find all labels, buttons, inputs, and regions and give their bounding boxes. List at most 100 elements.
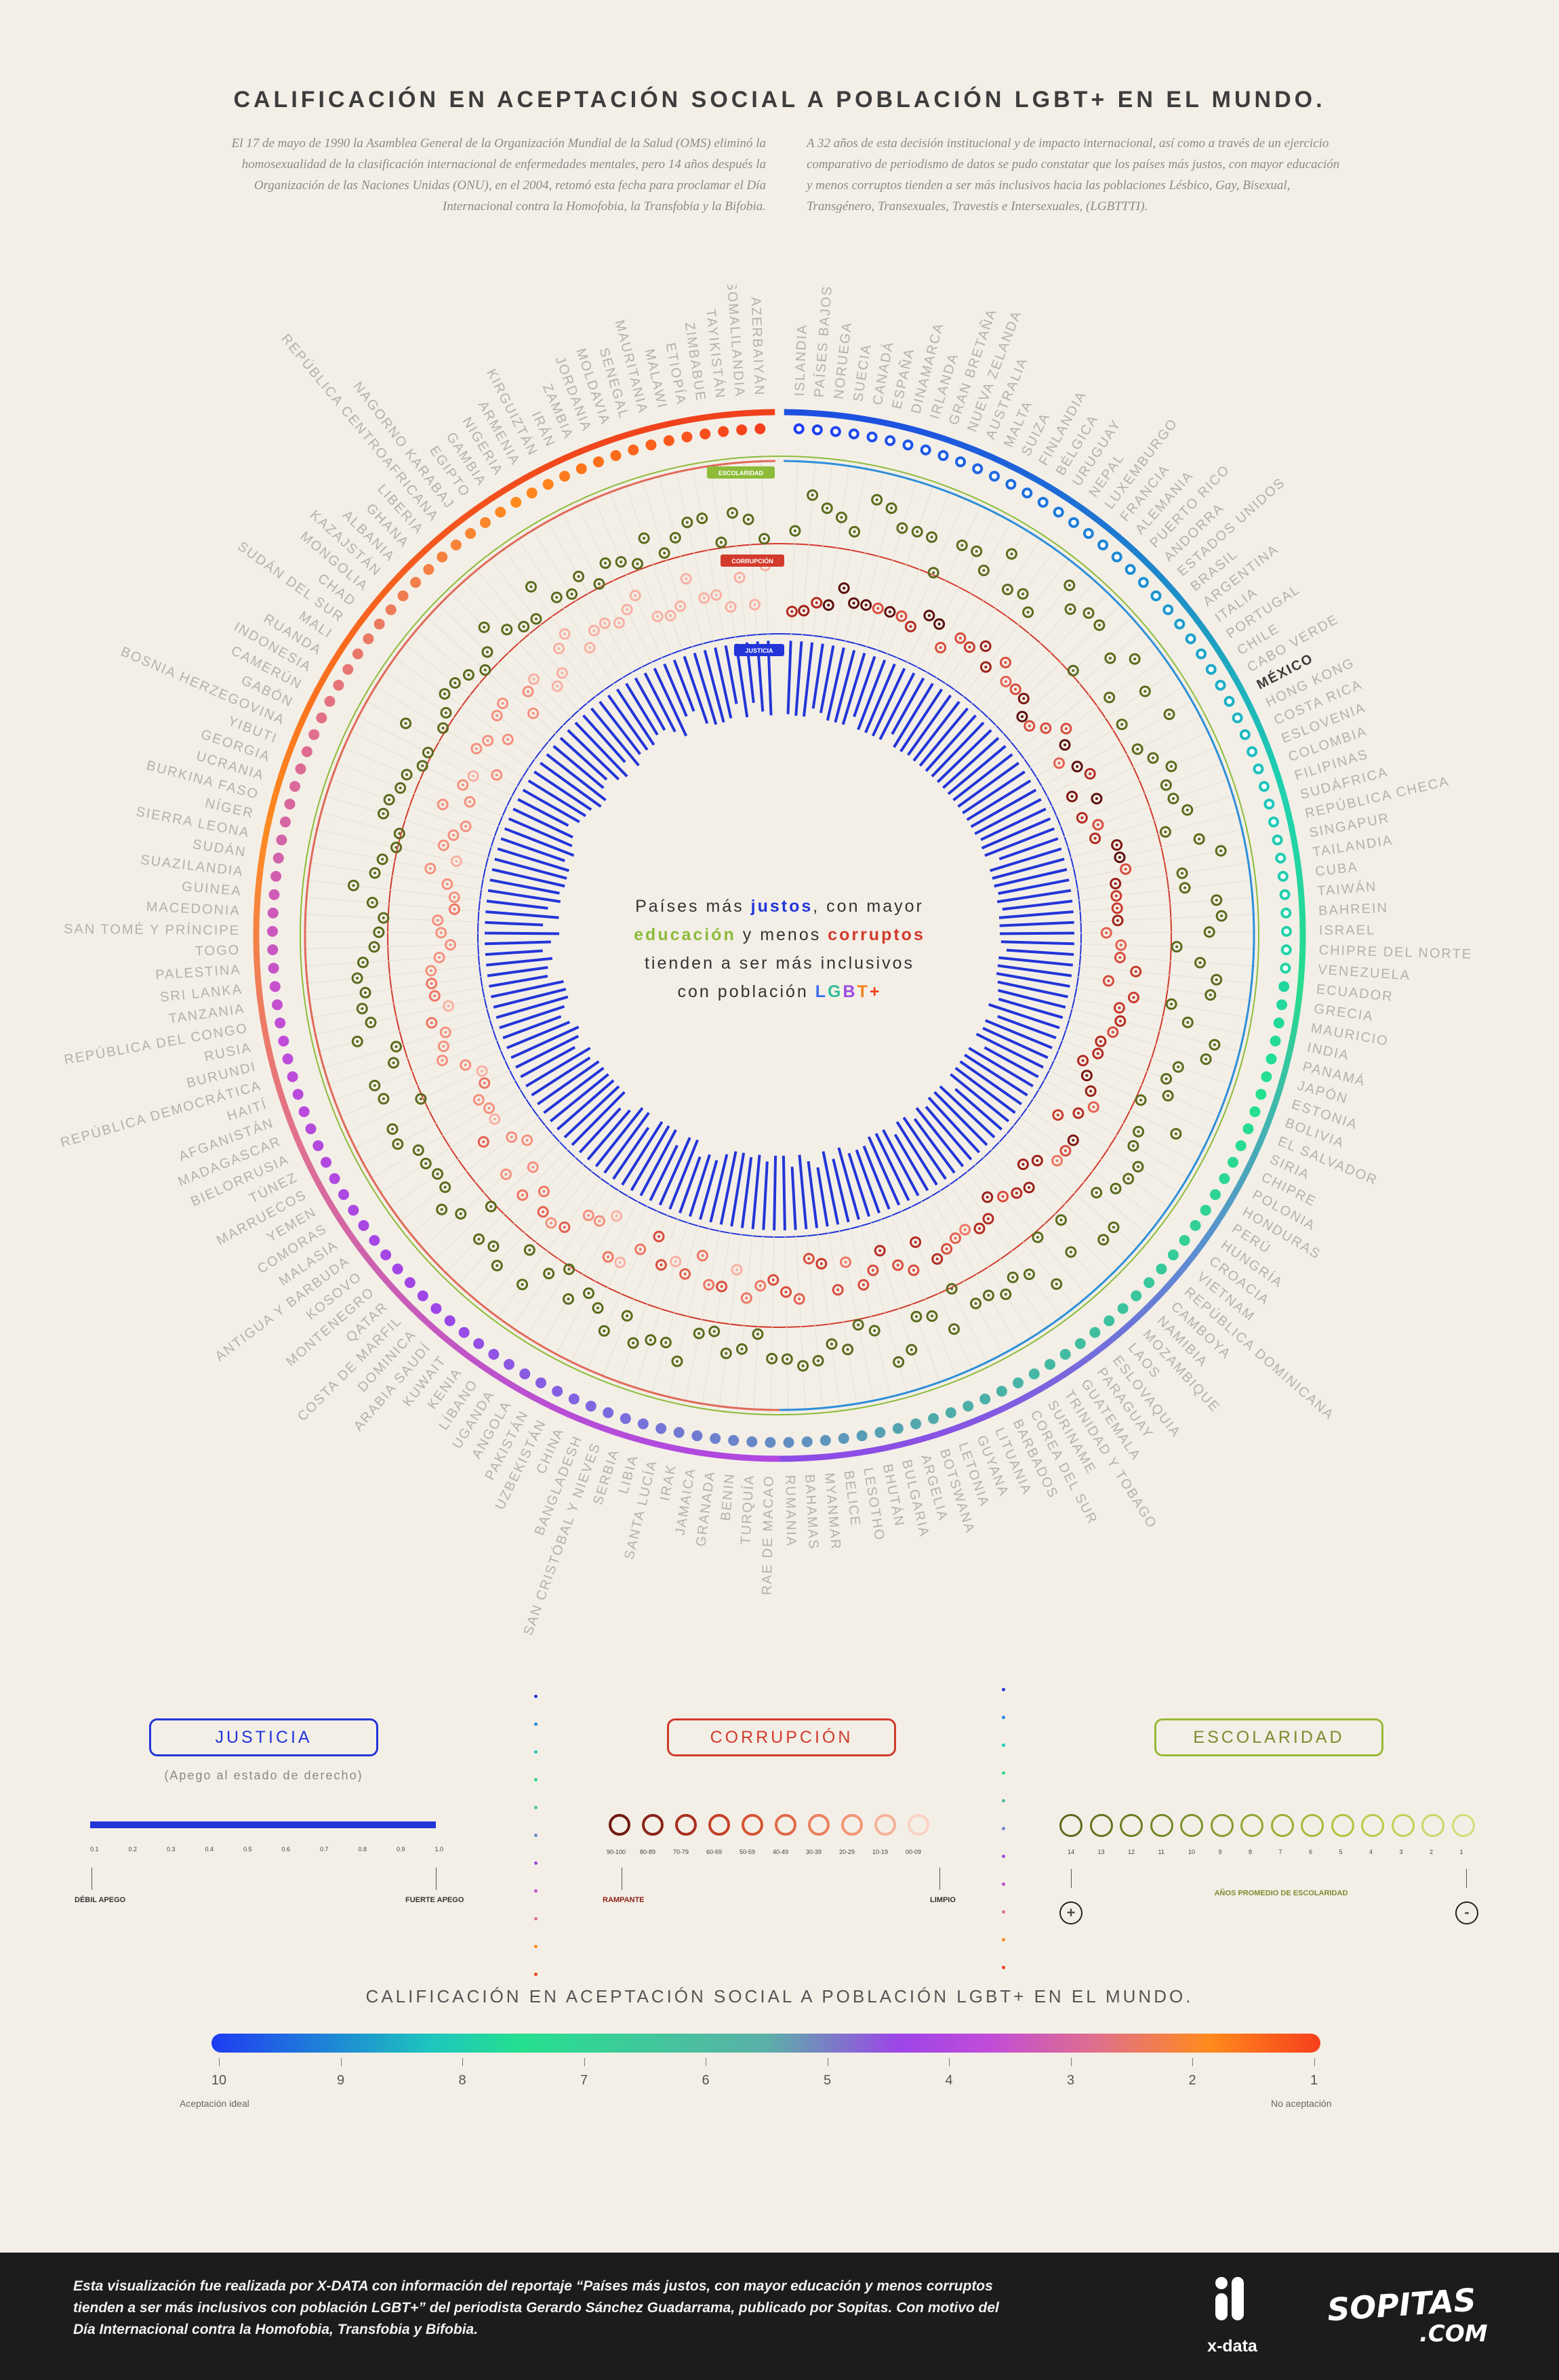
justicia-bar <box>506 1020 571 1049</box>
guide-line <box>634 1219 689 1391</box>
corrupcion-dot <box>634 1243 647 1255</box>
corrupcion-dot <box>472 1093 485 1106</box>
acceptance-dot <box>373 618 385 630</box>
acceptance-dot <box>568 1393 580 1405</box>
guide-line <box>899 1208 974 1373</box>
corrupcion-dot <box>1059 1145 1072 1157</box>
justicia-bar <box>1000 940 1074 946</box>
escolaridad-dot-core <box>1175 945 1179 948</box>
acceptance-dot-core <box>1283 928 1289 934</box>
guide-line <box>1070 828 1246 869</box>
corrupcion-dot <box>482 735 494 747</box>
escolaridad-dot-core <box>444 711 447 714</box>
corrupcion-dot <box>479 1077 491 1089</box>
justicia-bar <box>997 964 1072 977</box>
escolaridad-dot-core <box>1131 1144 1135 1148</box>
corrupcion-dot <box>748 599 761 611</box>
corrupcion-dot <box>857 1278 870 1291</box>
acceptance-dot <box>276 834 287 846</box>
guide-line <box>1011 1123 1151 1237</box>
ring-corrupcion <box>387 543 1172 1328</box>
corrupcion-dot <box>537 1206 549 1218</box>
corrupcion-dot <box>428 990 441 1002</box>
escolaridad-dot <box>715 536 727 548</box>
escolaridad-dot <box>1005 548 1017 560</box>
acceptance-dot-core <box>1249 748 1255 754</box>
footer: Esta visualización fue realizada por X-D… <box>0 2253 1559 2380</box>
justicia-bar <box>594 1107 644 1167</box>
guide-line <box>327 778 498 838</box>
justicia-bar <box>491 980 564 999</box>
corrupcion-dot <box>491 710 503 722</box>
justicia-bar <box>515 1034 580 1069</box>
justicia-bar <box>996 889 1072 904</box>
escolaridad-dot-core <box>522 625 525 628</box>
escolaridad-dot-core <box>382 916 385 920</box>
corrupcion-dot-core <box>1001 1195 1005 1198</box>
center-l2a: educación <box>634 925 736 944</box>
escolaridad-dot-core <box>1171 796 1175 800</box>
acceptance-dot-core <box>1282 891 1288 897</box>
corrupcion-dot <box>424 862 437 874</box>
corrupcion-dot-core <box>1080 816 1084 820</box>
corrupcion-dot <box>450 855 462 868</box>
escolaridad-legend-label: 12 <box>1128 1849 1135 1855</box>
justicia-bar <box>798 1154 808 1230</box>
svg-text:Países más justos, con mayor: Países más justos, con mayor <box>635 897 924 916</box>
corrupcion-dot <box>602 1251 614 1263</box>
justicia-bar <box>773 1155 777 1230</box>
escolaridad-dot <box>373 926 385 938</box>
acceptance-dot <box>292 1089 304 1100</box>
country-label: BENIN <box>718 1472 737 1522</box>
corrupcion-dot-core <box>615 1214 618 1217</box>
justicia-bar <box>552 745 605 789</box>
escolaridad-dot <box>437 722 449 734</box>
corrupcion-dot-core <box>1076 765 1079 768</box>
corrupcion-dot-core <box>438 956 441 959</box>
corrupcion-dot-core <box>453 895 456 899</box>
justicia-bar <box>599 700 641 755</box>
corrupcion-dot <box>447 829 460 841</box>
escolaridad-dot <box>742 513 754 525</box>
escolaridad-dot-core <box>440 1208 443 1211</box>
corrupcion-dot <box>435 927 447 939</box>
escolaridad-dot <box>356 1003 368 1015</box>
escolaridad-dot-core <box>1120 723 1124 726</box>
justicia-bar <box>853 655 876 718</box>
corrupcion-dot <box>982 1213 994 1225</box>
escolaridad-dot <box>491 1259 503 1272</box>
corrupcion-dot <box>445 939 457 951</box>
escolaridad-dot-core <box>485 650 489 653</box>
country-label: CUBA <box>1314 860 1359 879</box>
escolaridad-dot-core <box>528 1248 531 1251</box>
corrupcion-dot <box>426 1017 438 1029</box>
corrupcion-dot <box>872 603 884 615</box>
acceptance-dot-core <box>851 431 857 437</box>
escolaridad-dot <box>1163 708 1175 721</box>
guide-line <box>430 1139 563 1264</box>
guide-line <box>1066 1018 1239 1069</box>
corrupcion-dot <box>593 1215 605 1227</box>
corrupcion-dot-core <box>447 1004 450 1007</box>
guide-line <box>302 914 482 923</box>
corrupcion-dot <box>1017 1158 1029 1171</box>
escolaridad-dot-core <box>960 544 964 547</box>
escolaridad-dot-core <box>1112 1226 1116 1229</box>
justicia-bar <box>974 798 1042 835</box>
guide-line <box>302 931 482 933</box>
corrupcion-dot <box>1071 761 1083 773</box>
justicia-bar <box>957 761 1019 808</box>
corrupcion-dot-core <box>927 613 931 617</box>
guide-line <box>448 590 573 721</box>
acceptance-dot <box>542 479 554 490</box>
escolaridad-dot-core <box>1167 1094 1170 1097</box>
escolaridad-dot <box>781 1353 793 1365</box>
escolaridad-dot <box>365 1016 377 1028</box>
acceptance-dot <box>673 1427 685 1438</box>
justicia-bar <box>499 1005 565 1030</box>
justicia-bar <box>998 989 1066 1009</box>
acceptance-dot <box>592 456 604 468</box>
acceptance-dot <box>279 816 291 828</box>
justicia-low-label: DÉBIL APEGO <box>75 1896 126 1904</box>
corrupcion-dot-core <box>464 825 468 828</box>
